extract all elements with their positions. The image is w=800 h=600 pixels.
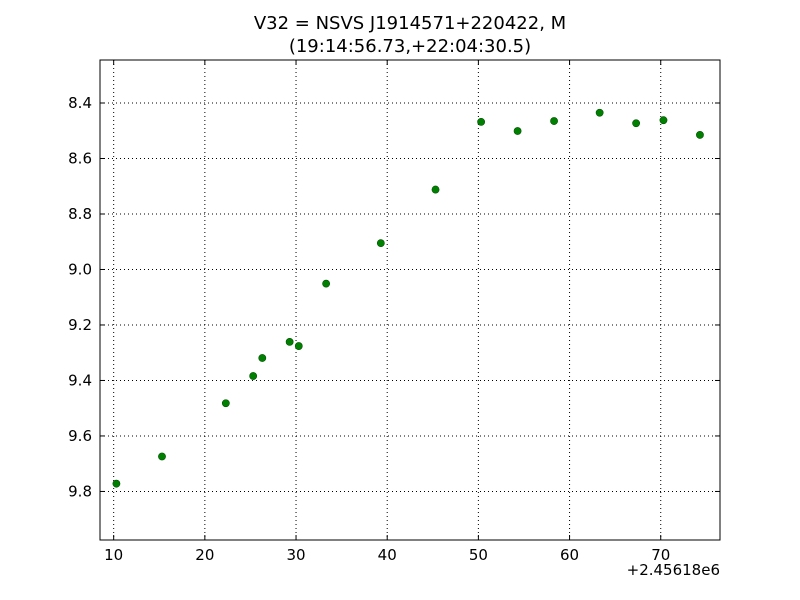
data-point bbox=[513, 127, 522, 135]
data-point bbox=[285, 337, 294, 346]
data-point bbox=[158, 452, 166, 461]
data-point bbox=[258, 354, 267, 362]
grid-layer bbox=[100, 60, 720, 540]
data-point bbox=[595, 108, 604, 117]
y-tick-label: 9.2 bbox=[68, 316, 92, 334]
x-tick-label: 40 bbox=[378, 546, 397, 564]
x-tick-label: 10 bbox=[104, 546, 123, 564]
x-axis-offset-label: +2.45618e6 bbox=[627, 561, 720, 579]
x-tick-label: 30 bbox=[286, 546, 305, 564]
data-point bbox=[221, 399, 230, 408]
x-tick-label: 20 bbox=[195, 546, 214, 564]
y-tick-label: 9.6 bbox=[68, 427, 92, 445]
y-tick-label: 9.0 bbox=[68, 260, 92, 278]
plot-frame bbox=[99, 59, 721, 541]
data-point bbox=[696, 131, 704, 139]
y-tick-label: 8.8 bbox=[68, 205, 92, 223]
y-tick-label: 9.4 bbox=[68, 371, 92, 389]
x-tick-label: 70 bbox=[651, 546, 670, 564]
x-tick-label: 60 bbox=[560, 546, 579, 564]
data-point bbox=[322, 279, 331, 288]
y-tick-label: 8.4 bbox=[68, 94, 92, 112]
data-point bbox=[249, 372, 258, 380]
y-tick-label: 9.8 bbox=[68, 482, 92, 500]
data-point bbox=[112, 479, 121, 488]
axis-ticks: 10 20 30 40 50 60 70 8.4 8.6 8.8 9.0 9.2 9.4 9.6 9.8 bbox=[68, 60, 720, 564]
data-point bbox=[550, 117, 558, 125]
data-point bbox=[376, 239, 385, 248]
data-points bbox=[112, 108, 704, 488]
x-tick-label: 50 bbox=[469, 546, 488, 564]
chart-title: V32 = NSVS J1914571+220422, M bbox=[254, 13, 566, 34]
data-point bbox=[477, 117, 486, 126]
chart-subtitle: (19:14:56.73,+22:04:30.5) bbox=[289, 36, 531, 57]
data-point bbox=[659, 116, 668, 125]
data-point bbox=[294, 342, 303, 350]
data-point bbox=[632, 119, 641, 128]
y-tick-label: 8.6 bbox=[68, 149, 92, 167]
data-point bbox=[431, 185, 440, 194]
